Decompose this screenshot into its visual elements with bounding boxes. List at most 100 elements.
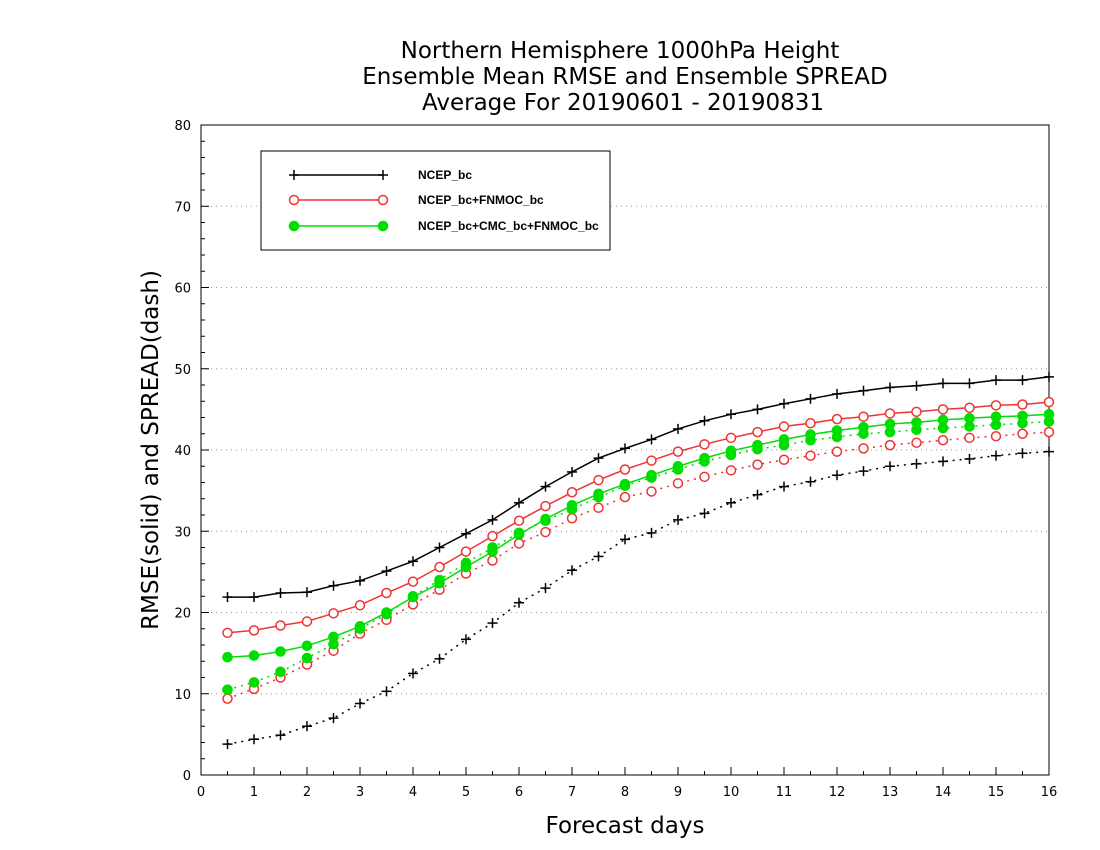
data-point — [1017, 410, 1028, 422]
data-point — [725, 432, 737, 444]
data-point — [289, 170, 299, 180]
data-point — [487, 618, 498, 629]
legend-label: NCEP_bc+FNMOC_bc — [418, 193, 544, 207]
data-point — [699, 508, 710, 519]
data-point — [566, 487, 578, 498]
data-point — [646, 469, 657, 481]
data-point — [620, 443, 630, 454]
data-point — [779, 481, 789, 492]
data-point — [1017, 399, 1028, 410]
y-tick-label: 10 — [174, 688, 191, 703]
data-point — [513, 538, 525, 549]
data-point — [726, 497, 736, 508]
data-point — [378, 170, 388, 180]
data-point — [567, 565, 577, 576]
data-point — [805, 450, 816, 461]
data-point — [1017, 375, 1028, 386]
data-point — [407, 591, 419, 603]
x-axis: 0 1 2 3 4 5 6 7 8 9 10 11 12 13 14 15 16 — [197, 767, 1057, 800]
y-tick-label: 40 — [174, 444, 191, 459]
data-point — [434, 577, 445, 589]
data-point — [275, 646, 286, 657]
data-point — [673, 514, 683, 525]
x-tick-label: 15 — [988, 785, 1005, 800]
data-point — [248, 677, 260, 688]
series-line — [227, 376, 1050, 598]
series-line — [227, 401, 1050, 634]
y-axis-label: RMSE(solid) and SPREAD(dash) — [138, 270, 164, 630]
x-tick-label: 16 — [1041, 785, 1058, 800]
data-point — [222, 693, 233, 704]
series-line — [227, 420, 1050, 691]
data-point — [408, 556, 418, 567]
x-tick-label: 1 — [250, 785, 258, 800]
data-point — [725, 465, 737, 476]
data-point — [1017, 448, 1028, 459]
series-layer — [222, 371, 1055, 750]
data-point — [460, 546, 472, 557]
data-point — [328, 580, 339, 591]
data-point — [461, 634, 471, 645]
data-point — [911, 458, 922, 469]
data-point — [858, 466, 869, 477]
x-tick-label: 10 — [723, 785, 740, 800]
data-point — [355, 575, 365, 586]
series-line — [227, 431, 1050, 700]
data-point — [222, 627, 233, 639]
data-point — [1043, 396, 1055, 408]
data-point — [858, 421, 869, 433]
data-point — [381, 566, 392, 577]
x-tick-label: 5 — [462, 785, 470, 800]
legend-entry: NCEP_bc — [289, 168, 472, 182]
data-point — [937, 414, 949, 426]
data-point — [805, 393, 816, 404]
data-point — [249, 734, 259, 745]
data-point — [487, 514, 498, 525]
data-point — [1044, 446, 1054, 457]
data-point — [672, 478, 684, 489]
data-point — [885, 382, 895, 393]
x-tick-label: 4 — [409, 785, 417, 800]
series-spread-1 — [222, 426, 1055, 704]
data-point — [540, 481, 551, 492]
data-point — [991, 450, 1001, 461]
data-point — [1043, 408, 1055, 420]
data-point — [1043, 426, 1055, 438]
data-point — [752, 489, 763, 500]
data-point — [407, 576, 419, 587]
data-point — [354, 621, 366, 632]
data-point — [884, 408, 896, 419]
data-point — [222, 739, 233, 750]
data-point — [566, 499, 578, 511]
data-point — [778, 421, 790, 432]
data-point — [990, 411, 1002, 422]
data-point — [355, 698, 365, 709]
y-tick-label: 0 — [183, 769, 191, 784]
data-point — [620, 534, 630, 545]
data-point — [725, 445, 737, 457]
data-point — [593, 474, 604, 486]
y-tick-label: 80 — [174, 119, 191, 134]
data-point — [328, 608, 339, 619]
legend-entry: NCEP_bc+CMC_bc+FNMOC_bc — [288, 219, 599, 233]
data-point — [1017, 428, 1028, 439]
data-point — [1044, 371, 1054, 382]
data-point — [275, 588, 286, 598]
data-point — [911, 437, 922, 448]
data-point — [434, 542, 445, 553]
data-point — [381, 686, 392, 697]
data-point — [646, 434, 657, 445]
data-point — [513, 515, 525, 526]
data-point — [593, 502, 604, 513]
x-tick-label: 9 — [674, 785, 682, 800]
data-point — [222, 651, 233, 663]
data-point — [248, 650, 260, 661]
data-point — [779, 398, 789, 409]
y-tick-label: 60 — [174, 282, 191, 297]
series-line — [227, 413, 1050, 658]
y-tick-label: 30 — [174, 525, 191, 540]
data-point — [991, 375, 1001, 386]
data-point — [249, 592, 259, 603]
legend-entry: NCEP_bc+FNMOC_bc — [288, 193, 544, 207]
data-point — [288, 220, 300, 232]
